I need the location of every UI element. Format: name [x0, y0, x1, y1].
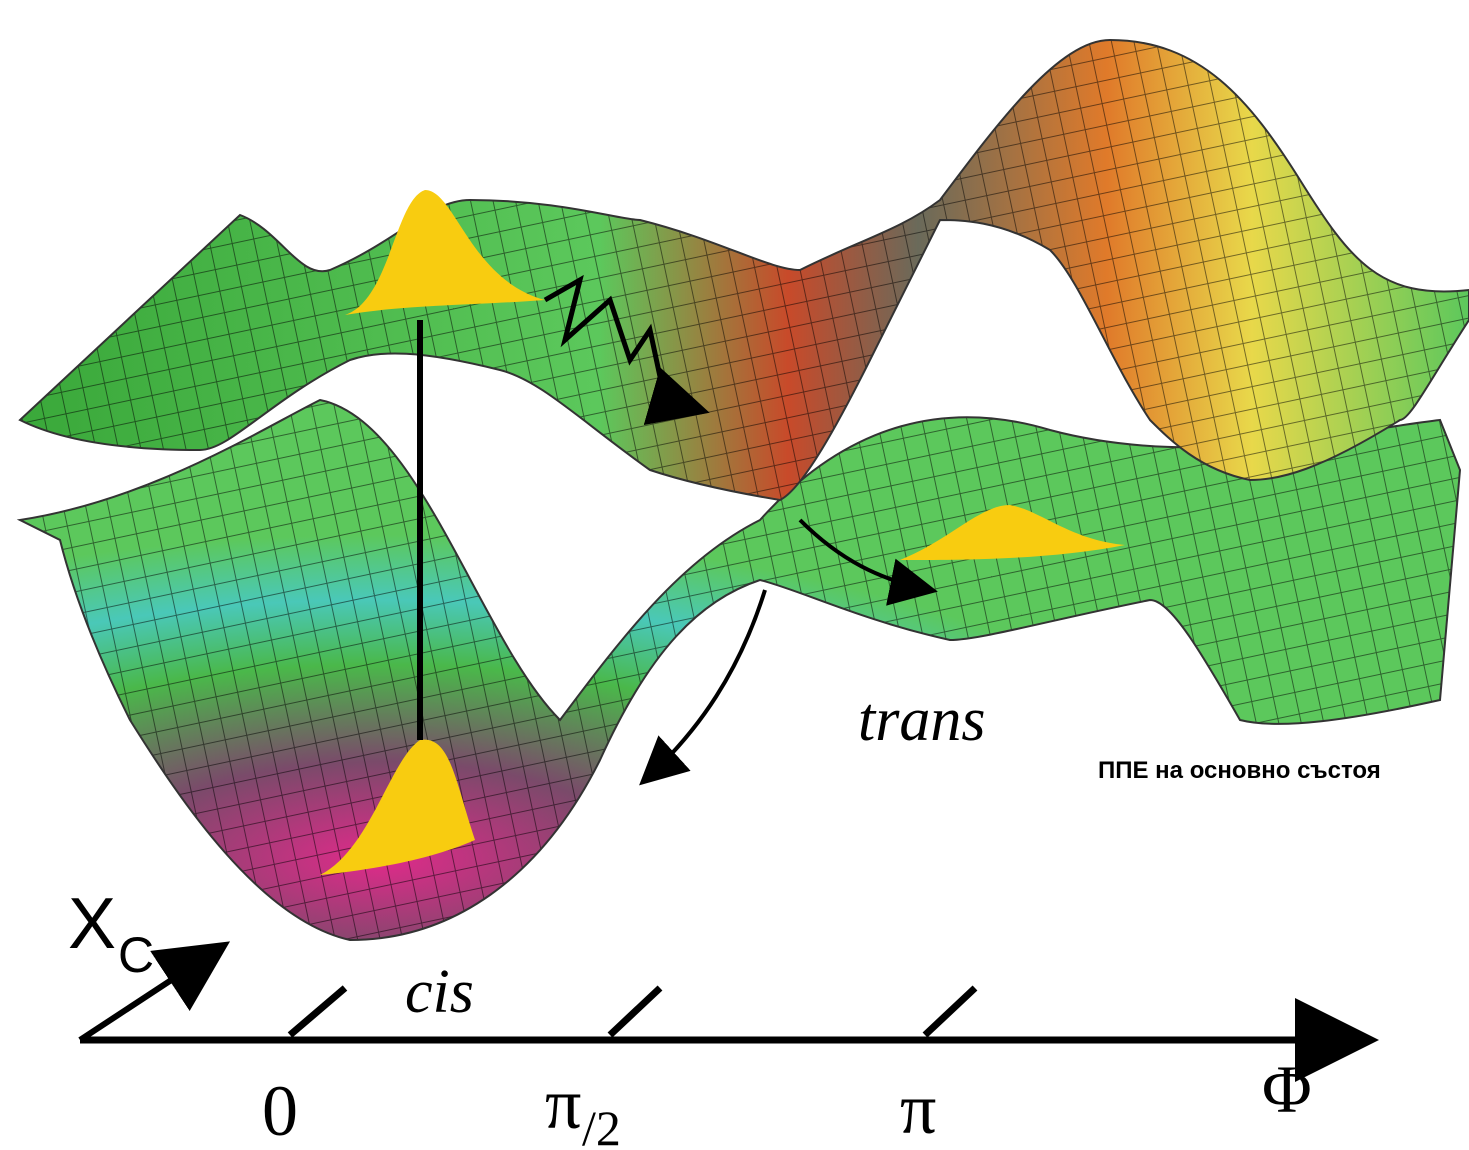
tick-pi-half-denominator: /2 — [582, 1100, 621, 1150]
phi-label: Φ — [1262, 1051, 1312, 1127]
tick-zero: 0 — [262, 1071, 298, 1150]
diagram: trans cis ППЕ на основно състоя X C 0 π … — [0, 0, 1469, 1150]
xc-subscript: C — [118, 927, 154, 983]
trans-label: trans — [858, 686, 985, 754]
page: trans cis ППЕ на основно състоя X C 0 π … — [0, 0, 1469, 1150]
surface-note: ППЕ на основно състоя — [1098, 757, 1381, 784]
tick-pi: π — [900, 1069, 936, 1149]
tick-pi-half: π — [545, 1064, 581, 1144]
tick — [925, 988, 975, 1035]
excited-surface — [20, 40, 1469, 500]
excited-surface-mesh — [20, 40, 1469, 500]
tick — [290, 988, 345, 1035]
tick — [610, 988, 660, 1035]
xc-symbol: X — [68, 884, 116, 964]
cis-label: cis — [405, 958, 474, 1026]
